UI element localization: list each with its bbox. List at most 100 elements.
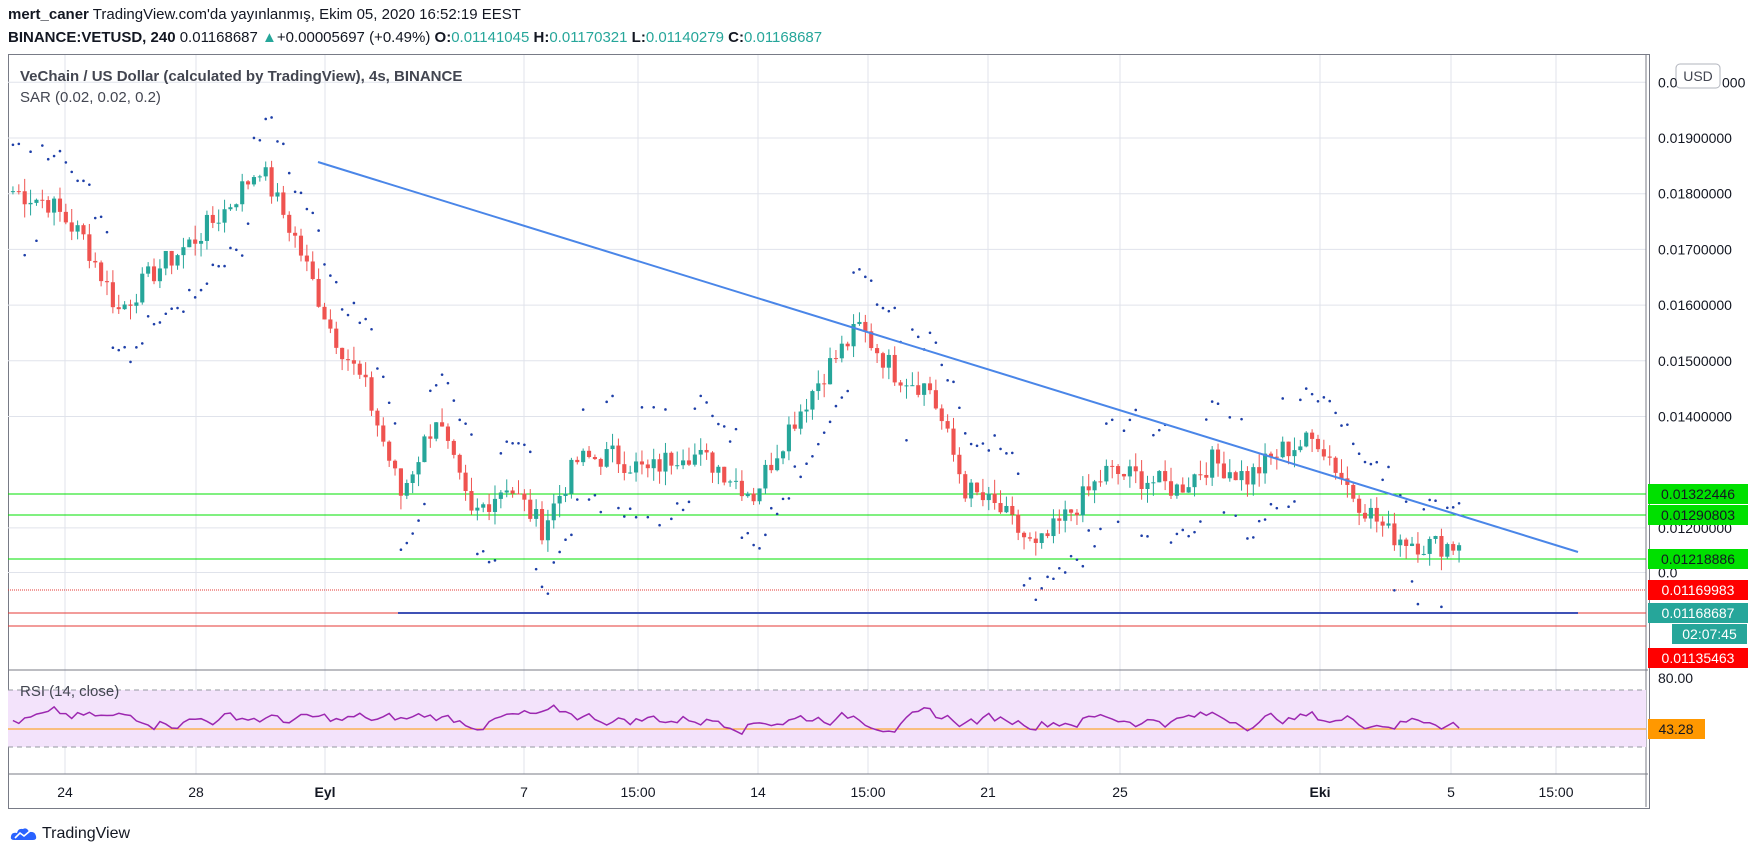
candle-body [728,481,733,483]
candle-body [187,239,192,248]
candle-body [1133,466,1138,472]
candle-body [428,436,433,439]
sar-dot [781,497,785,501]
sar-dot [1146,535,1149,538]
candle-body [686,460,692,465]
sar-dot [564,538,567,542]
descending-trendline[interactable] [317,161,1579,553]
sar-dot [423,502,426,506]
sar-dot [370,327,373,331]
sar-dot [1063,571,1067,574]
candle-body [1045,533,1050,537]
candle-body [663,452,668,472]
candle-body [63,211,68,223]
candle-body [445,426,451,441]
sar-dot [746,531,750,535]
candle-body [839,343,844,359]
candle-body [1239,471,1244,481]
sar-dot [534,567,538,571]
candle-body [416,462,421,475]
candle-body [1415,543,1420,555]
candle-body [1409,543,1415,546]
sar-dot [511,442,514,445]
candle-body [569,459,574,494]
sar-dot [611,394,614,398]
candle-body [1016,514,1021,533]
candle-body [769,464,774,471]
time-axis[interactable]: 24 28 Eyl 7 15:00 14 15:00 21 25 Eki 5 15:00 [57,784,1574,800]
candle-body [681,460,686,466]
candle-body [910,385,915,387]
candle-body [704,449,709,453]
sar-dot [340,308,344,311]
sar-dot [329,274,332,277]
candle-body [269,167,274,197]
high-label: H: [533,29,550,46]
sar-dot [46,157,50,161]
sar-dot [717,422,720,426]
candle-body [998,503,1003,513]
sar-dot [1157,428,1161,432]
candle-body [1386,523,1391,526]
price-tick-label: 0.01600000 [1658,297,1732,313]
sar-dot [464,422,467,425]
sar-dot [117,348,121,352]
currency-button[interactable] [1675,63,1721,89]
price-tag-label-countdown: 02:07:45 [1682,626,1737,642]
sar-dot [140,342,144,345]
sar-dot [499,452,503,455]
candle-body [1098,481,1103,483]
candle-body [228,207,233,210]
sar-dot [1022,584,1026,587]
publish-info: TradingView.com'da yayınlanmış, Ekim 05,… [88,6,521,23]
sar-dot [176,306,179,310]
sar-dot [523,443,526,447]
sar-dot [193,296,197,299]
sar-dot [405,541,409,545]
candle-body [763,464,768,489]
sar-dot [111,346,115,349]
sar-dot [617,506,620,510]
sar-dot [434,384,438,387]
candle-body [1321,449,1326,457]
price-tick-top: 0.0 [1658,74,1678,90]
low-label: L: [631,29,646,46]
sar-dot [664,408,667,411]
sar-dot [146,314,150,318]
sar-dot [1457,501,1461,505]
sar-dot [1369,462,1373,466]
candle-body [892,354,897,383]
candle-body [922,383,927,395]
candle-body [1215,449,1221,464]
candle-body [1174,484,1179,496]
candle-body [1357,498,1362,513]
candle-body [1210,449,1215,478]
candle-body [645,464,650,469]
candle-body [1398,539,1403,546]
candle-body [210,214,215,223]
time-tick-label: 25 [1112,784,1128,800]
candle-body [116,307,121,310]
rsi-line [12,704,1460,736]
candle-body [539,509,545,541]
sar-dot [1381,478,1384,482]
price-axis[interactable]: 0.0 000 0.01900000 0.01800000 0.01700000 0.01… [1658,74,1746,580]
candle-body [698,449,703,455]
candle-body [328,319,333,329]
candle-body [251,177,257,185]
sar-dot [805,462,808,466]
sar-dot [1234,514,1237,517]
sar-dot [958,406,961,410]
candle-body [93,260,98,263]
candle-body [1315,438,1321,450]
candle-body [398,468,403,496]
tradingview-logo[interactable]: TradingView [10,825,130,843]
candle-body [722,466,727,483]
sar-dot [105,230,109,234]
sar-dot [99,215,103,219]
candle-body [1168,481,1174,496]
candle-body [1368,507,1373,519]
candle-body [1121,474,1127,477]
sar-dot [787,497,791,500]
